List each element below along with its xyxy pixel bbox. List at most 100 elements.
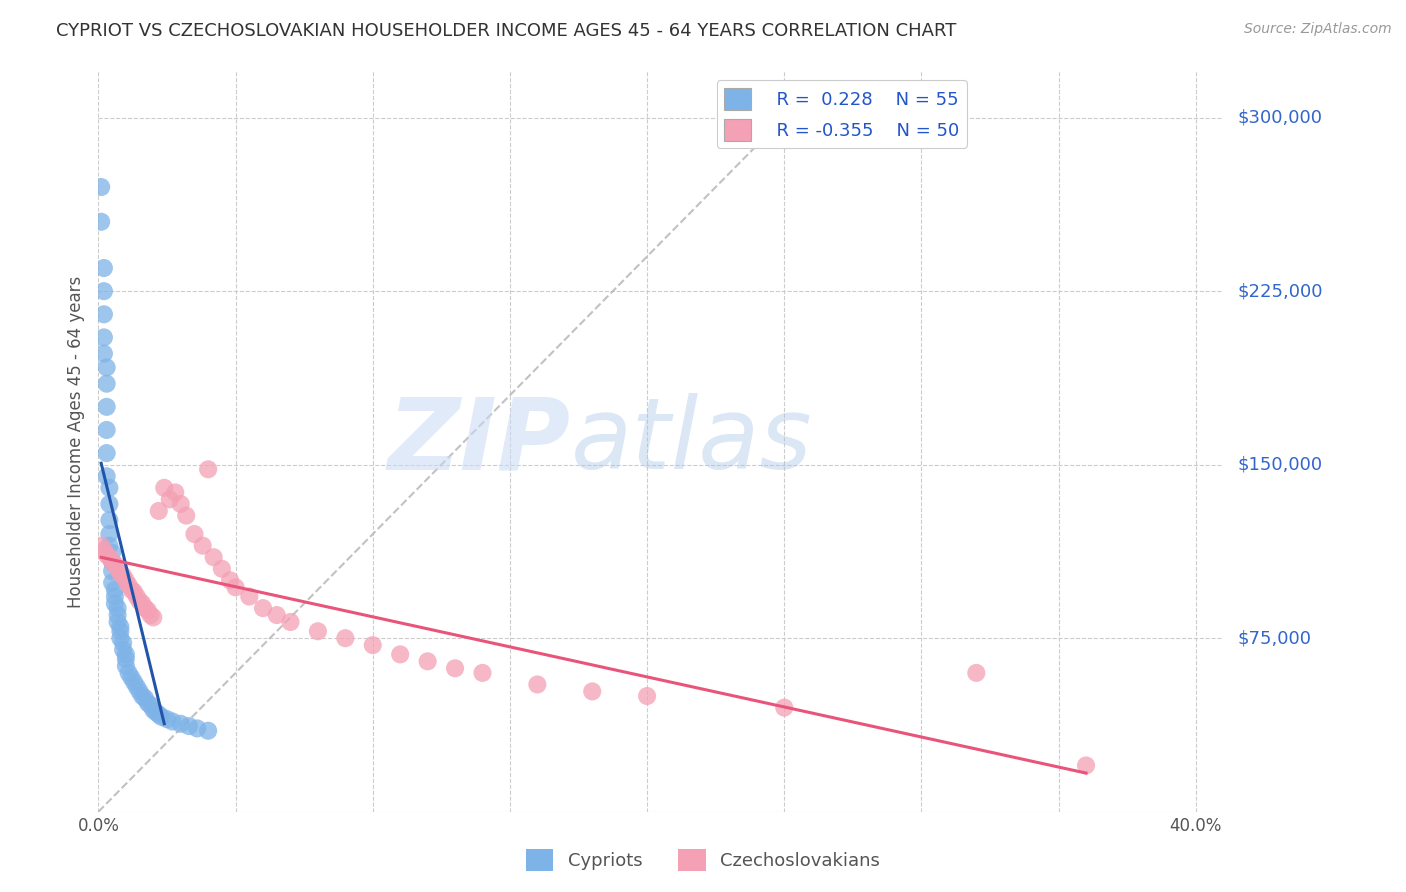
Point (136, 696, 159, 710)
Point (96, 548, 118, 562)
Point (96, 423, 118, 437)
Point (307, 624, 329, 639)
Point (98, 497, 121, 511)
Point (170, 716, 193, 731)
Point (96, 446, 118, 460)
Point (120, 671, 142, 685)
Point (581, 684, 603, 698)
Point (191, 539, 214, 553)
Point (96, 469, 118, 483)
Point (389, 648, 412, 662)
Point (96, 400, 118, 414)
Point (115, 652, 138, 666)
Point (335, 631, 357, 645)
Point (122, 675, 145, 690)
Point (159, 492, 181, 507)
Point (93, 330, 115, 344)
Point (186, 722, 208, 736)
Point (471, 665, 494, 680)
Point (104, 590, 127, 604)
Point (112, 568, 135, 582)
Y-axis label: Householder Income Ages 45 - 64 years: Householder Income Ages 45 - 64 years (66, 276, 84, 607)
Point (110, 566, 132, 581)
Point (96, 360, 118, 375)
Point (131, 597, 153, 611)
Point (219, 574, 242, 588)
Point (165, 485, 187, 500)
Point (139, 608, 162, 623)
Point (153, 481, 176, 495)
Point (115, 574, 138, 588)
Point (101, 575, 124, 590)
Text: $150,000: $150,000 (1237, 456, 1322, 474)
Point (101, 545, 124, 560)
Point (134, 691, 156, 706)
Text: CYPRIOT VS CZECHOSLOVAKIAN HOUSEHOLDER INCOME AGES 45 - 64 YEARS CORRELATION CHA: CYPRIOT VS CZECHOSLOVAKIAN HOUSEHOLDER I… (56, 22, 956, 40)
Point (93, 260, 115, 275)
Legend: Cypriots, Czechoslovakians: Cypriots, Czechoslovakians (519, 842, 887, 879)
Point (115, 659, 138, 673)
Point (150, 710, 173, 724)
Point (98, 481, 121, 495)
Point (183, 527, 205, 541)
Point (93, 346, 115, 360)
Text: atlas: atlas (571, 393, 813, 490)
Point (107, 608, 129, 623)
Text: ZIP: ZIP (388, 393, 571, 490)
Point (93, 307, 115, 321)
Point (361, 638, 384, 652)
Text: $75,000: $75,000 (1237, 629, 1312, 648)
Point (112, 636, 135, 650)
Point (98, 539, 121, 553)
Point (142, 703, 165, 717)
Text: $225,000: $225,000 (1237, 282, 1323, 300)
Point (197, 723, 219, 738)
Point (93, 284, 115, 298)
Point (170, 497, 193, 511)
Point (145, 705, 167, 719)
Point (174, 508, 197, 523)
Point (98, 527, 121, 541)
Point (965, 665, 987, 680)
Point (526, 677, 548, 691)
Point (90, 215, 112, 229)
Point (238, 590, 260, 604)
Point (134, 601, 156, 615)
Point (252, 601, 274, 615)
Point (416, 654, 439, 668)
Point (107, 601, 129, 615)
Point (177, 719, 200, 733)
Text: Source: ZipAtlas.com: Source: ZipAtlas.com (1244, 22, 1392, 37)
Point (125, 680, 148, 694)
Point (90, 180, 112, 194)
Legend:   R =  0.228    N = 55,   R = -0.355    N = 50: R = 0.228 N = 55, R = -0.355 N = 50 (717, 80, 967, 148)
Point (156, 712, 179, 726)
Point (115, 648, 138, 662)
Point (280, 615, 302, 629)
Point (117, 665, 139, 680)
Point (142, 610, 165, 624)
Point (211, 562, 233, 576)
Point (131, 689, 153, 703)
Point (90, 539, 112, 553)
Point (202, 550, 225, 565)
Point (148, 707, 170, 722)
Point (148, 504, 170, 518)
Point (104, 557, 127, 571)
Point (107, 615, 129, 629)
Point (636, 689, 658, 703)
Point (96, 376, 118, 391)
Point (139, 698, 162, 713)
Point (93, 543, 115, 558)
Point (101, 564, 124, 578)
Point (128, 684, 150, 698)
Point (110, 624, 132, 639)
Point (120, 582, 142, 597)
Point (266, 608, 288, 623)
Point (98, 513, 121, 527)
Text: $300,000: $300,000 (1237, 109, 1322, 127)
Point (104, 597, 127, 611)
Point (101, 555, 124, 569)
Point (112, 642, 135, 657)
Point (197, 462, 219, 476)
